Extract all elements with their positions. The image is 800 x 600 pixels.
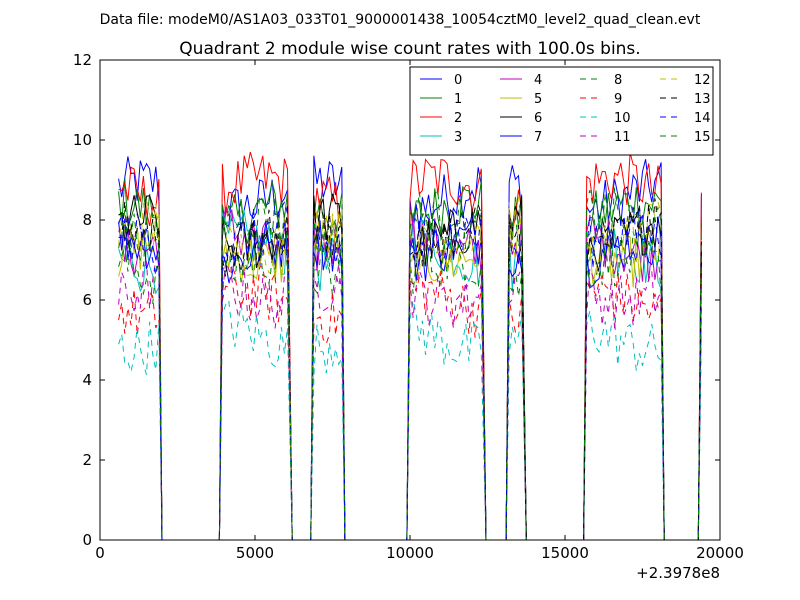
series-line-13 — [118, 198, 702, 541]
y-tick-label: 2 — [82, 451, 92, 469]
x-tick-label: 10000 — [386, 544, 434, 562]
legend-label-5: 5 — [534, 92, 542, 107]
y-tick-label: 10 — [73, 131, 92, 149]
legend-label-10: 10 — [614, 111, 631, 126]
legend-label-12: 12 — [694, 73, 711, 88]
y-tick-label: 6 — [82, 291, 92, 309]
series-line-10 — [118, 299, 702, 541]
x-offset-label: +2.3978e8 — [636, 564, 720, 582]
legend-label-9: 9 — [614, 92, 622, 107]
legend-label-7: 7 — [534, 130, 542, 145]
x-tick-label: 0 — [95, 544, 105, 562]
chart-title: Quadrant 2 module wise count rates with … — [179, 39, 640, 59]
legend-label-1: 1 — [454, 92, 462, 107]
x-tick-label: 5000 — [236, 544, 274, 562]
legend-label-8: 8 — [614, 73, 622, 88]
legend-label-15: 15 — [694, 130, 711, 145]
y-tick-label: 12 — [73, 51, 92, 69]
plot-lines — [118, 151, 702, 541]
legend-label-2: 2 — [454, 111, 462, 126]
x-tick-label: 15000 — [541, 544, 589, 562]
series-line-2 — [118, 151, 702, 541]
y-tick-label: 0 — [82, 531, 92, 549]
legend-label-3: 3 — [454, 130, 462, 145]
legend-label-4: 4 — [534, 73, 542, 88]
series-line-11 — [118, 256, 702, 541]
y-tick-label: 8 — [82, 211, 92, 229]
x-tick-label: 20000 — [696, 544, 744, 562]
series-line-15 — [118, 187, 702, 541]
legend-label-6: 6 — [534, 111, 542, 126]
series-line-14 — [118, 201, 702, 541]
series-line-12 — [118, 195, 702, 541]
series-line-8 — [118, 231, 702, 541]
series-line-3 — [118, 209, 702, 541]
suptitle: Data file: modeM0/AS1A03_033T01_90000014… — [100, 12, 701, 28]
legend-label-14: 14 — [694, 111, 711, 126]
legend-label-0: 0 — [454, 73, 462, 88]
legend-box — [409, 66, 714, 156]
y-tick-label: 4 — [82, 371, 92, 389]
legend-label-13: 13 — [694, 92, 711, 107]
legend-label-11: 11 — [614, 130, 631, 145]
